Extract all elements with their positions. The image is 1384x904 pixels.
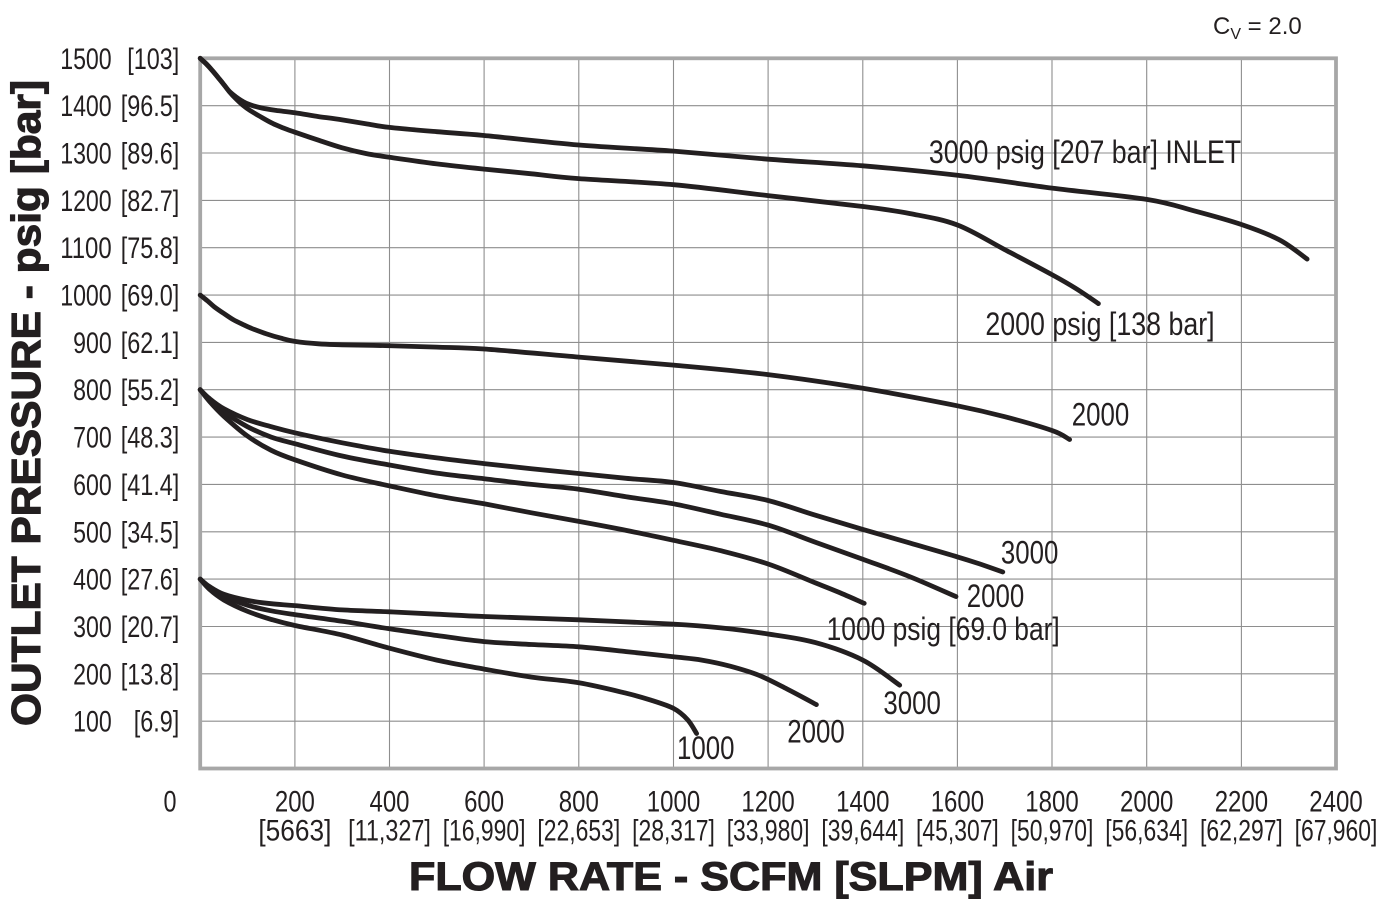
svg-text:[11,327]: [11,327]: [348, 814, 431, 847]
svg-text:[5663]: [5663]: [258, 814, 331, 847]
svg-text:2000 psig [138 bar]: 2000 psig [138 bar]: [985, 306, 1214, 342]
svg-text:[27.6]: [27.6]: [121, 564, 180, 597]
svg-text:800: 800: [559, 786, 599, 819]
svg-text:[67,960]: [67,960]: [1295, 814, 1378, 847]
svg-text:0: 0: [164, 786, 177, 819]
svg-text:600: 600: [73, 469, 112, 502]
svg-text:[33,980]: [33,980]: [727, 814, 810, 847]
svg-text:[45,307]: [45,307]: [916, 814, 999, 847]
svg-text:[103]: [103]: [127, 43, 179, 76]
svg-text:[89.6]: [89.6]: [121, 138, 180, 171]
svg-text:2000: 2000: [967, 578, 1025, 614]
svg-text:OUTLET PRESSURE - psig [bar]: OUTLET PRESSURE - psig [bar]: [3, 80, 49, 726]
svg-text:[55.2]: [55.2]: [121, 374, 180, 407]
svg-text:[69.0]: [69.0]: [121, 280, 180, 313]
svg-text:2000: 2000: [787, 713, 845, 749]
svg-text:3000: 3000: [1001, 534, 1059, 570]
svg-text:600: 600: [464, 786, 504, 819]
svg-text:200: 200: [73, 658, 112, 691]
svg-text:200: 200: [275, 786, 315, 819]
svg-text:100: 100: [73, 706, 112, 739]
svg-text:[96.5]: [96.5]: [121, 90, 180, 123]
svg-text:1100: 1100: [60, 232, 112, 265]
svg-text:2200: 2200: [1215, 786, 1268, 819]
svg-text:2000: 2000: [1072, 397, 1130, 433]
svg-text:CV = 2.0: CV = 2.0: [1213, 13, 1302, 43]
svg-text:1300: 1300: [60, 138, 112, 171]
svg-text:[50,970]: [50,970]: [1011, 814, 1094, 847]
svg-text:400: 400: [73, 564, 112, 597]
svg-text:2400: 2400: [1309, 786, 1362, 819]
svg-text:1000 psig [69.0 bar]: 1000 psig [69.0 bar]: [827, 611, 1060, 647]
svg-text:1200: 1200: [741, 786, 794, 819]
svg-text:[22,653]: [22,653]: [537, 814, 620, 847]
svg-text:[56,634]: [56,634]: [1105, 814, 1188, 847]
svg-text:[82.7]: [82.7]: [121, 185, 180, 218]
svg-text:2000: 2000: [1120, 786, 1173, 819]
svg-text:[62,297]: [62,297]: [1200, 814, 1283, 847]
svg-text:FLOW RATE - SCFM [SLPM] Air: FLOW RATE - SCFM [SLPM] Air: [409, 855, 1053, 899]
svg-text:500: 500: [73, 516, 112, 549]
svg-text:[6.9]: [6.9]: [134, 706, 180, 739]
svg-text:[75.8]: [75.8]: [121, 232, 180, 265]
svg-text:1000: 1000: [60, 280, 112, 313]
svg-text:3000 psig [207 bar] INLET: 3000 psig [207 bar] INLET: [929, 134, 1241, 170]
svg-text:[34.5]: [34.5]: [121, 516, 180, 549]
svg-text:1400: 1400: [60, 90, 112, 123]
svg-text:[62.1]: [62.1]: [121, 327, 180, 360]
svg-text:300: 300: [73, 611, 112, 644]
svg-text:[16,990]: [16,990]: [443, 814, 526, 847]
svg-text:[28,317]: [28,317]: [632, 814, 715, 847]
svg-text:1400: 1400: [836, 786, 889, 819]
svg-text:3000: 3000: [883, 685, 941, 721]
svg-text:[39,644]: [39,644]: [821, 814, 904, 847]
svg-text:[13.8]: [13.8]: [121, 658, 180, 691]
svg-text:400: 400: [370, 786, 410, 819]
svg-text:1500: 1500: [60, 43, 112, 76]
svg-text:1000: 1000: [677, 730, 735, 766]
svg-text:[48.3]: [48.3]: [121, 422, 180, 455]
svg-text:1200: 1200: [60, 185, 112, 218]
svg-text:900: 900: [73, 327, 112, 360]
svg-text:[20.7]: [20.7]: [121, 611, 180, 644]
svg-text:1600: 1600: [931, 786, 984, 819]
svg-text:[41.4]: [41.4]: [121, 469, 180, 502]
svg-text:1000: 1000: [647, 786, 700, 819]
svg-text:800: 800: [73, 374, 112, 407]
svg-text:1800: 1800: [1025, 786, 1078, 819]
svg-text:700: 700: [73, 422, 112, 455]
